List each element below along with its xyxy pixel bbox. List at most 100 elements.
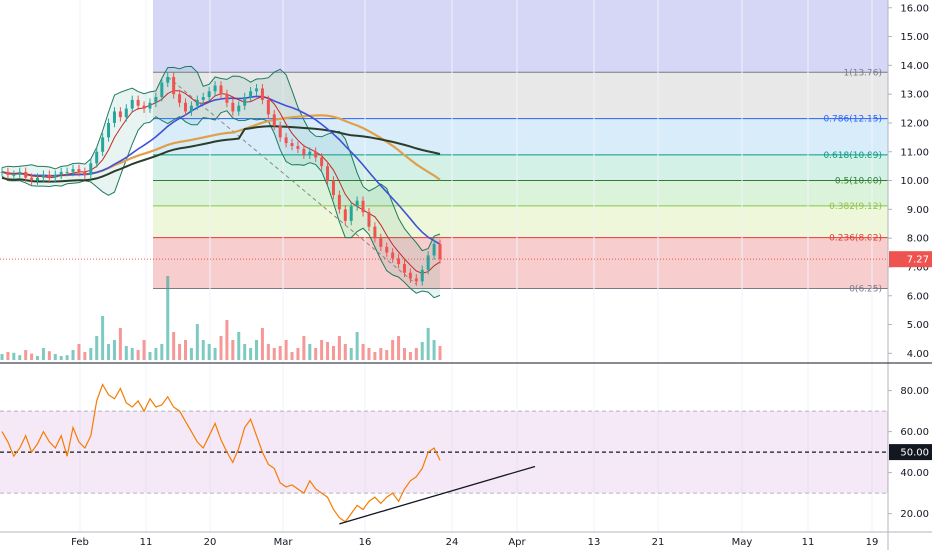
price-tick-label-9: 7.00 [907, 262, 929, 273]
volume-bar-69 [408, 352, 412, 360]
candle-body-23 [136, 99, 140, 106]
candle-body-0 [0, 171, 4, 173]
volume-bar-25 [148, 352, 152, 360]
candle-body-3 [18, 171, 22, 175]
volume-bar-64 [379, 348, 383, 360]
volume-bar-61 [361, 344, 365, 360]
x-tick-label-6: Apr [508, 537, 526, 548]
candle-body-12 [71, 169, 75, 172]
volume-bar-31 [183, 340, 187, 360]
candle-body-62 [367, 212, 371, 227]
volume-bar-4 [24, 350, 28, 360]
fib-label-2: 0.618(10.89) [823, 151, 882, 161]
rsi-trendline [339, 465, 536, 525]
volume-bar-54 [320, 340, 324, 360]
price-tick-label-4: 12.00 [900, 118, 929, 129]
candle-body-30 [178, 94, 182, 103]
fib-zone-1 [153, 118, 888, 155]
candle-body-70 [414, 278, 418, 282]
x-tick-label-1: 11 [140, 537, 153, 548]
candle-body-46 [272, 114, 276, 126]
candle-body-50 [296, 146, 300, 149]
candle-body-8 [47, 174, 51, 178]
volume-bar-32 [189, 348, 193, 360]
candle-body-6 [36, 177, 40, 181]
candle-body-20 [118, 111, 122, 118]
rsi-tick-label-3: 20.00 [900, 509, 929, 520]
candle-body-7 [41, 174, 45, 178]
price-tick-label-6: 10.00 [900, 176, 929, 187]
candle-body-42 [249, 91, 253, 98]
candle-body-59 [349, 206, 353, 221]
volume-bar-15 [89, 348, 93, 360]
volume-bar-70 [414, 348, 418, 360]
candle-body-25 [148, 102, 152, 109]
candle-body-29 [172, 76, 176, 95]
volume-bar-11 [65, 355, 69, 360]
volume-bar-43 [255, 340, 259, 360]
volume-bar-46 [272, 348, 276, 360]
volume-bar-18 [107, 344, 111, 360]
volume-bar-16 [95, 336, 99, 360]
candle-body-55 [326, 166, 330, 181]
candle-body-74 [438, 243, 442, 260]
x-tick-label-3: Mar [274, 537, 294, 548]
volume-bar-24 [142, 340, 146, 360]
candle-body-67 [397, 258, 401, 265]
x-tick-label-10: 11 [802, 537, 815, 548]
volume-bar-68 [402, 348, 406, 360]
candle-body-15 [89, 163, 93, 175]
candle-body-21 [124, 108, 128, 118]
volume-bar-44 [260, 328, 264, 360]
candle-body-43 [255, 88, 259, 92]
rsi-tick-label-0: 80.00 [900, 386, 929, 397]
candle-body-11 [65, 171, 69, 173]
volume-bar-9 [53, 354, 57, 360]
volume-bar-3 [18, 355, 22, 360]
fib-zone-2 [153, 154, 888, 181]
candle-body-45 [266, 99, 270, 115]
volume-bar-26 [154, 348, 158, 360]
volume-bar-41 [243, 344, 247, 360]
volume-bar-51 [302, 336, 306, 360]
volume-bar-66 [391, 340, 395, 360]
volume-bar-53 [314, 348, 318, 360]
candle-body-1 [6, 171, 10, 175]
volume-bar-30 [178, 344, 182, 360]
ma-blue [1, 95, 441, 245]
x-tick-label-0: Feb [71, 537, 89, 548]
volume-bar-57 [337, 336, 341, 360]
candle-body-5 [30, 177, 34, 181]
candle-body-69 [408, 272, 412, 279]
candle-body-58 [343, 209, 347, 221]
volume-bar-45 [266, 344, 270, 360]
candle-body-24 [142, 105, 146, 109]
candle-body-18 [107, 122, 111, 138]
fib-zone-0 [153, 72, 888, 119]
volume-bar-20 [118, 328, 122, 360]
volume-bar-40 [237, 332, 241, 360]
volume-bar-14 [83, 352, 87, 360]
volume-bar-67 [397, 336, 401, 360]
candle-body-22 [130, 99, 134, 109]
price-tick-label-5: 11.00 [900, 147, 929, 158]
bollinger-upper [1, 65, 441, 252]
volume-bar-36 [213, 348, 217, 360]
candle-body-41 [243, 97, 247, 106]
volume-bar-52 [308, 344, 312, 360]
price-tick-label-1: 15.00 [900, 32, 929, 43]
volume-bar-72 [426, 328, 430, 360]
candle-body-44 [260, 88, 264, 100]
candle-body-49 [290, 143, 294, 146]
volume-bar-65 [385, 350, 389, 360]
volume-bar-48 [284, 340, 288, 360]
x-tick-label-9: May [732, 537, 753, 548]
x-tick-label-7: 13 [588, 537, 601, 548]
candle-body-34 [201, 97, 205, 100]
volume-bar-74 [438, 346, 442, 360]
volume-bar-63 [373, 352, 377, 360]
volume-bar-71 [420, 342, 424, 360]
volume-bar-58 [343, 344, 347, 360]
